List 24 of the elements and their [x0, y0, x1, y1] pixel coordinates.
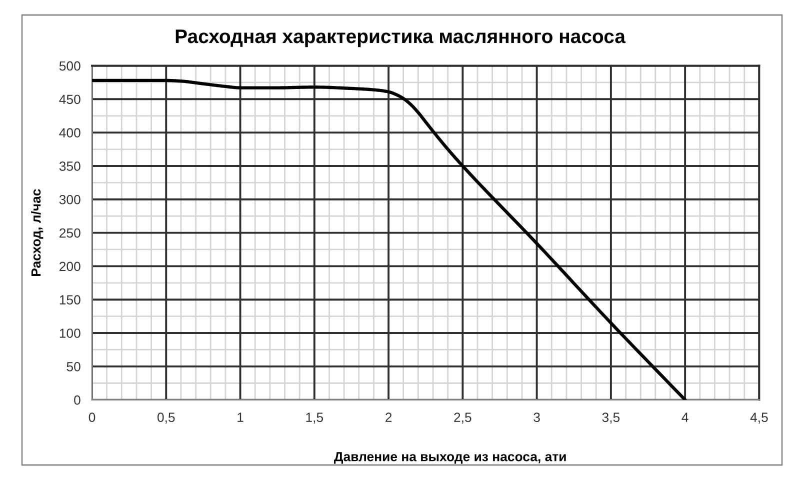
x-tick-label: 2 [386, 412, 392, 422]
y-tick-label: 100 [60, 328, 80, 338]
y-tick-label: 250 [60, 228, 80, 238]
y-tick-label: 450 [59, 94, 80, 104]
x-axis-title: Давление на выходе из насоса, ати [334, 452, 566, 464]
y-tick-label: 150 [60, 295, 80, 305]
x-tick-label: 1 [238, 412, 244, 422]
y-tick-label: 400 [59, 128, 80, 138]
y-axis-title: Расход, л/час [30, 189, 44, 276]
y-tick-label: 300 [59, 194, 80, 204]
chart-title: Расходная характеристика маслянного насоса [176, 30, 626, 48]
y-tick-label: 50 [66, 362, 80, 372]
x-tick-label: 0,5 [157, 412, 175, 424]
x-tick-label: 4 [682, 412, 688, 422]
y-tick-label: 200 [60, 262, 80, 272]
x-tick-label: 1,5 [306, 412, 324, 424]
y-tick-label: 500 [59, 61, 80, 71]
x-tick-label: 3 [534, 412, 540, 422]
x-tick-label: 0 [88, 412, 96, 422]
x-tick-label: 2,5 [454, 412, 472, 424]
x-tick-label: 3,5 [602, 412, 620, 424]
y-tick-label: 0 [74, 395, 80, 405]
x-tick-label: 4,5 [750, 412, 768, 424]
y-tick-label: 350 [59, 162, 80, 171]
